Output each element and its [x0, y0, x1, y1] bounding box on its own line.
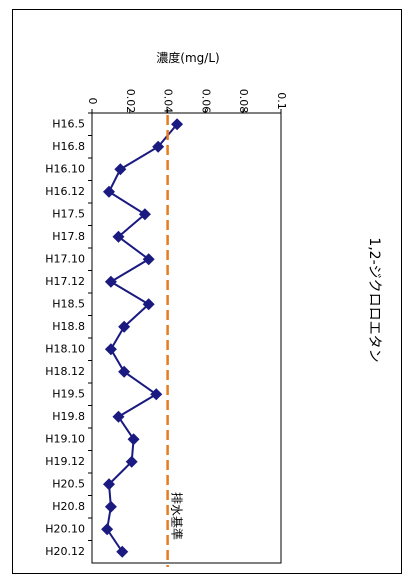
category-label: H16.5	[52, 117, 85, 130]
category-label: H19.10	[45, 432, 85, 445]
category-label: H18.5	[52, 297, 85, 310]
category-label: H17.10	[45, 252, 85, 265]
value-tick-label: 0.1	[275, 92, 288, 110]
category-label: H20.10	[45, 522, 85, 535]
value-ticks: 0 0.02 0.04 0.06 0.08 0.1	[86, 89, 288, 114]
data-point	[171, 118, 184, 131]
value-tick-label: 0	[86, 98, 99, 105]
data-point	[112, 230, 125, 243]
category-label: H17.5	[52, 207, 85, 220]
plot-border	[91, 112, 282, 564]
data-point	[127, 433, 140, 446]
category-label: H16.8	[52, 140, 85, 153]
category-label: H17.8	[52, 230, 85, 243]
category-label: H18.10	[45, 342, 85, 355]
category-label: H19.5	[52, 387, 85, 400]
chart-title: 1,2-ジクロロエタン	[366, 237, 382, 362]
value-tick-label: 0.02	[124, 89, 137, 114]
category-label: H20.5	[52, 477, 85, 490]
category-label: H18.8	[52, 320, 85, 333]
category-label: H19.8	[52, 410, 85, 423]
annotations: 濃度(mg/L) 排水基準 1,2-ジクロロエタン	[156, 50, 382, 540]
category-label: H19.12	[45, 455, 85, 468]
series-line	[106, 123, 178, 553]
data-point	[118, 365, 131, 378]
data-point	[101, 523, 114, 536]
data-point	[114, 163, 127, 176]
data-point	[104, 275, 117, 288]
data-point	[118, 320, 131, 333]
data-point	[103, 478, 116, 491]
category-label: H17.12	[45, 275, 85, 288]
reference-line-label: 排水基準	[170, 492, 185, 540]
data-point	[104, 500, 117, 513]
value-tick-label: 0.04	[162, 89, 175, 114]
category-label: H16.10	[45, 162, 85, 175]
value-tick-label: 0.08	[237, 89, 250, 114]
data-point	[142, 298, 155, 311]
category-label: H18.12	[45, 365, 85, 378]
data-point	[142, 253, 155, 266]
chart-frame	[12, 9, 402, 574]
data-point	[152, 140, 165, 153]
category-labels: H16.5 H16.8 H16.10 H16.12 H17.5 H17.8 H17.10 H1…	[45, 112, 92, 558]
data-point	[150, 388, 163, 401]
series	[101, 118, 184, 558]
value-axis-title: 濃度(mg/L)	[156, 50, 219, 65]
data-point	[112, 410, 125, 423]
value-tick-label: 0.06	[199, 89, 212, 114]
data-point	[138, 208, 151, 221]
data-point	[116, 545, 129, 558]
plot-area	[91, 112, 282, 564]
category-label: H20.8	[52, 500, 85, 513]
category-label: H16.12	[45, 185, 85, 198]
data-point	[104, 343, 117, 356]
data-point	[125, 455, 138, 468]
data-point	[103, 185, 116, 198]
category-label: H20.12	[45, 545, 85, 558]
